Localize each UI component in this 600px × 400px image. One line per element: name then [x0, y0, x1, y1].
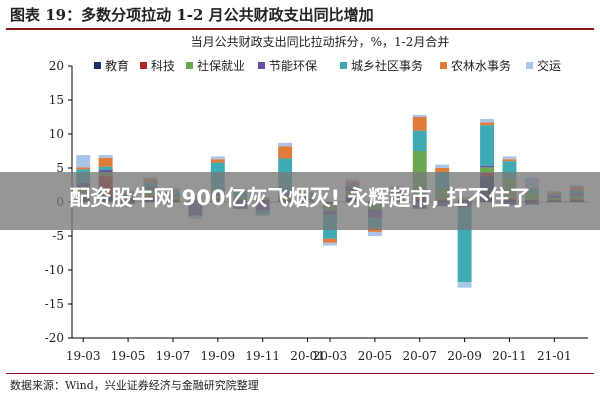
- legend-swatch: [526, 62, 533, 69]
- x-tick-label: 19-05: [111, 349, 146, 363]
- bar-segment: [480, 125, 494, 166]
- legend-label: 社保就业: [197, 58, 245, 73]
- bar-segment: [367, 231, 382, 236]
- figure-title: 图表 19：多数分项拉动 1-2 月公共财政支出同比增加: [10, 6, 374, 24]
- bar-segment: [98, 157, 113, 167]
- bar-segment: [412, 114, 427, 117]
- bar-segment: [210, 156, 225, 160]
- bar-segment: [480, 167, 494, 173]
- y-axis: 20151050-5-10-15-20: [45, 59, 72, 345]
- x-tick-label: 20-01: [290, 349, 325, 363]
- legend-label: 城乡社区事务: [351, 58, 423, 73]
- legend-swatch: [140, 62, 147, 69]
- y-tick-label: 10: [49, 127, 64, 141]
- legend-label: 节能环保: [269, 59, 317, 73]
- bar-segment: [480, 165, 494, 168]
- bar-segment: [457, 282, 472, 288]
- legend-swatch: [186, 62, 193, 69]
- bar-segment: [98, 155, 113, 158]
- x-tick-label: 20-03: [313, 349, 348, 363]
- y-tick-label: -15: [45, 297, 64, 311]
- legend-label: 交运: [537, 58, 561, 73]
- bar-segment: [502, 159, 517, 162]
- bar-segment: [278, 146, 293, 159]
- y-tick-label: 20: [49, 59, 64, 73]
- bar-segment: [502, 156, 517, 160]
- bar-segment: [435, 164, 450, 168]
- x-tick-label: 20-05: [358, 349, 393, 363]
- legend-swatch: [440, 62, 447, 69]
- bar-segment: [210, 159, 225, 163]
- legend-swatch: [94, 62, 101, 69]
- bar-segment: [412, 130, 427, 151]
- x-tick-label: 19-07: [156, 349, 191, 363]
- y-tick-label: -10: [45, 263, 64, 277]
- x-tick-label: 20-11: [492, 349, 527, 363]
- source-rule: [6, 373, 594, 374]
- x-tick-label: 20-07: [402, 349, 437, 363]
- x-tick-label: 19-03: [66, 349, 101, 363]
- x-tick-label: 20-09: [447, 349, 482, 363]
- legend-label: 农林水事务: [451, 58, 511, 73]
- title-rule: [6, 28, 594, 30]
- bar-segment: [76, 155, 91, 168]
- x-tick-label: 21-01: [537, 349, 572, 363]
- y-tick-label: 15: [49, 93, 64, 107]
- source-note: 数据来源：Wind，兴业证券经济与金融研究院整理: [10, 379, 259, 392]
- bar-segment: [412, 117, 427, 131]
- bar-segment: [323, 242, 337, 246]
- bar-segment: [98, 170, 113, 173]
- chart-title: 当月公共财政支出同比拉动拆分，%，1-2月合并: [191, 34, 450, 49]
- bar-segment: [480, 122, 494, 126]
- legend: 教育 科技 社保就业 节能环保 城乡社区事务 农林水事务 交运: [94, 58, 561, 73]
- bar-segment: [435, 168, 450, 173]
- legend-label: 科技: [151, 59, 175, 73]
- x-tick-label: 19-09: [201, 349, 236, 363]
- legend-swatch: [258, 62, 265, 69]
- legend-label: 教育: [105, 58, 129, 73]
- headline-overlay-text[interactable]: 配资股牛网 900亿灰飞烟灭! 永辉超市, 扛不住了: [69, 186, 531, 210]
- bar-segment: [480, 119, 494, 123]
- y-tick-label: -20: [45, 331, 64, 345]
- bar-segment: [98, 166, 113, 171]
- bar-segment: [76, 167, 91, 170]
- headline-overlay[interactable]: [0, 172, 600, 230]
- legend-swatch: [340, 62, 347, 69]
- bar-segment: [278, 142, 293, 147]
- y-tick-label: 5: [56, 161, 64, 175]
- x-tick-label: 19-11: [245, 349, 280, 363]
- y-tick-label: -5: [52, 229, 64, 243]
- bar-segment: [323, 238, 337, 243]
